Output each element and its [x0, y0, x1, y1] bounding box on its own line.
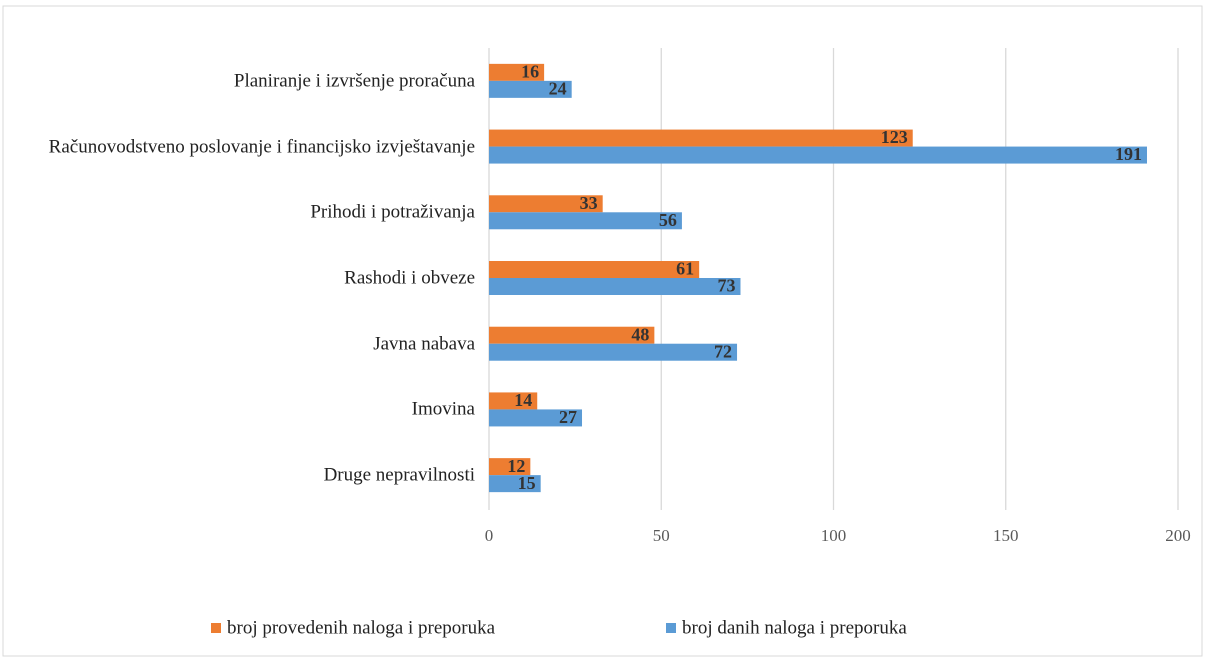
data-label: 123	[881, 127, 908, 147]
data-label: 48	[631, 324, 649, 344]
y-tick-label: Planiranje i izvršenje proračuna	[233, 70, 475, 92]
legend-swatch	[666, 623, 676, 633]
bar	[489, 146, 1147, 164]
y-tick-label: Imovina	[411, 398, 475, 420]
data-label: 56	[659, 210, 677, 230]
legend-swatch	[211, 623, 221, 633]
data-label: 191	[1115, 144, 1142, 164]
bar	[489, 63, 545, 81]
y-tick-label: Prihodi i potraživanja	[310, 201, 475, 223]
bar	[489, 195, 603, 213]
bar	[489, 409, 583, 427]
y-tick-label: Javna nabava	[373, 333, 475, 355]
bar	[489, 475, 541, 493]
data-label: 15	[518, 473, 536, 493]
bar	[489, 212, 682, 230]
bar	[489, 80, 572, 98]
data-label: 12	[507, 456, 525, 476]
x-tick-label: 100	[821, 526, 847, 545]
legend-label: broj danih naloga i preporuka	[682, 617, 907, 638]
bar	[489, 326, 655, 344]
bar	[489, 129, 913, 147]
bar	[489, 392, 538, 410]
bar	[489, 458, 531, 476]
x-tick-label: 200	[1165, 526, 1191, 545]
y-tick-label: Rashodi i obveze	[344, 267, 475, 289]
y-tick-label: Druge nepravilnosti	[323, 464, 475, 486]
data-label: 33	[580, 193, 598, 213]
data-label: 24	[549, 78, 567, 98]
data-label: 27	[559, 407, 577, 427]
bar	[489, 278, 741, 295]
data-label: 14	[514, 390, 532, 410]
data-label: 73	[717, 276, 735, 296]
data-label: 16	[521, 61, 539, 81]
data-label: 61	[676, 259, 694, 279]
bar	[489, 343, 738, 361]
x-tick-label: 150	[993, 526, 1019, 545]
x-tick-label: 0	[485, 526, 494, 545]
x-tick-label: 50	[653, 526, 670, 545]
data-label: 72	[714, 341, 732, 361]
y-tick-label: Računovodstveno poslovanje i financijsko…	[48, 136, 475, 158]
legend-label: broj provedenih naloga i preporuka	[227, 617, 496, 638]
frame	[2, 5, 1203, 657]
bar	[489, 261, 700, 278]
